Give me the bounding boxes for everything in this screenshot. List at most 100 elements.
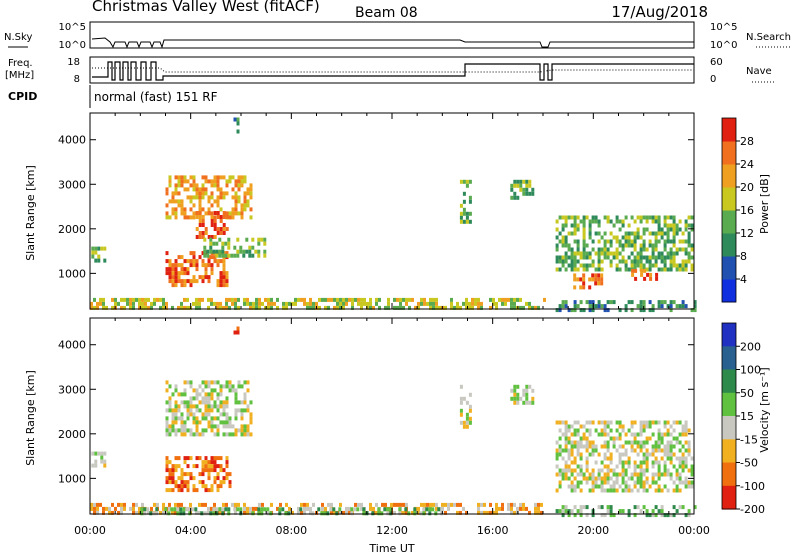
- echo-cell: [564, 432, 568, 437]
- echo-cell: [287, 511, 291, 516]
- echo-cell: [450, 297, 453, 302]
- echo-cell: [660, 235, 664, 240]
- colorbar-segment: [722, 141, 736, 165]
- echo-cell: [597, 472, 601, 477]
- echo-cell: [183, 432, 187, 437]
- echo-cell: [651, 263, 655, 268]
- echo-cell: [353, 507, 357, 512]
- echo-cell: [612, 251, 616, 256]
- echo-cell: [459, 412, 463, 417]
- echo-cell: [648, 259, 652, 264]
- echo-cell: [555, 488, 559, 493]
- echo-cell: [687, 468, 691, 473]
- echo-cell: [513, 179, 517, 184]
- echo-cell: [642, 468, 646, 473]
- echo-cell: [585, 263, 589, 268]
- echo-cell: [675, 231, 679, 236]
- echo-cell: [168, 404, 172, 409]
- echo-cell: [93, 305, 96, 310]
- echo-cell: [651, 219, 655, 224]
- echo-cell: [179, 507, 183, 512]
- echo-cell: [603, 456, 607, 461]
- echo-cell: [213, 476, 217, 481]
- echo-cell: [219, 219, 223, 223]
- echo-cell: [570, 223, 574, 228]
- echo-cell: [279, 502, 282, 507]
- echo-cell: [162, 502, 165, 507]
- echo-cell: [465, 211, 469, 216]
- echo-cell: [639, 255, 643, 260]
- echo-cell: [186, 259, 190, 264]
- echo-cell: [681, 239, 685, 244]
- echo-cell: [399, 301, 402, 306]
- echo-cell: [639, 420, 643, 425]
- echo-cell: [177, 179, 181, 184]
- echo-cell: [585, 436, 589, 441]
- echo-cell: [263, 507, 267, 512]
- echo-cell: [642, 440, 646, 445]
- echo-cell: [558, 480, 562, 485]
- echo-cell: [630, 432, 634, 437]
- echo-cell: [306, 301, 309, 306]
- echo-cell: [564, 509, 568, 514]
- echo-cell: [210, 219, 214, 223]
- echo-cell: [111, 502, 114, 507]
- echo-cell: [576, 227, 580, 232]
- echo-cell: [675, 440, 679, 445]
- echo-cell: [531, 187, 535, 192]
- echo-cell: [404, 507, 408, 512]
- echo-cell: [567, 247, 571, 252]
- echo-cell: [225, 297, 228, 302]
- echo-cell: [246, 199, 250, 204]
- echo-cell: [633, 513, 637, 518]
- echo-cell: [231, 432, 235, 437]
- echo-cell: [567, 452, 571, 457]
- echo-cell: [645, 420, 649, 425]
- echo-cell: [195, 432, 199, 437]
- echo-cell: [216, 259, 220, 264]
- echo-cell: [633, 239, 637, 244]
- y-tick-label: 3000: [58, 383, 86, 396]
- echo-cell: [621, 452, 625, 457]
- echo-cell: [201, 191, 205, 196]
- echo-cell: [204, 175, 208, 180]
- echo-cell: [654, 460, 658, 465]
- echo-cell: [189, 380, 193, 385]
- echo-cell: [648, 215, 652, 220]
- echo-cell: [339, 301, 342, 306]
- echo-cell: [91, 451, 95, 456]
- echo-cell: [588, 420, 592, 425]
- echo-cell: [567, 424, 571, 429]
- x-tick-label: 04:00: [175, 524, 207, 537]
- echo-cell: [648, 239, 652, 244]
- echo-cell: [573, 304, 577, 309]
- echo-cell: [248, 245, 252, 250]
- echo-cell: [669, 300, 673, 305]
- echo-cell: [369, 297, 372, 302]
- echo-cell: [162, 301, 165, 306]
- echo-cell: [243, 199, 247, 204]
- echo-cell: [221, 253, 225, 258]
- echo-cell: [168, 432, 172, 437]
- echo-cell: [171, 283, 175, 288]
- echo-cell: [164, 507, 168, 512]
- echo-cell: [236, 253, 240, 258]
- echo-cell: [621, 464, 625, 469]
- echo-cell: [222, 283, 226, 288]
- echo-cell: [564, 436, 568, 441]
- echo-cell: [465, 510, 468, 515]
- echo-cell: [570, 424, 574, 429]
- echo-cell: [216, 183, 220, 188]
- echo-cell: [558, 448, 562, 453]
- echo-cell: [609, 452, 613, 457]
- echo-cell: [174, 275, 178, 280]
- echo-cell: [198, 219, 202, 223]
- echo-cell: [198, 191, 202, 196]
- echo-cell: [516, 297, 519, 302]
- echo-cell: [609, 300, 613, 305]
- echo-cell: [585, 267, 589, 272]
- echo-cell: [168, 271, 172, 276]
- echo-cell: [639, 484, 643, 489]
- echo-cell: [207, 476, 211, 481]
- echo-cell: [555, 464, 559, 469]
